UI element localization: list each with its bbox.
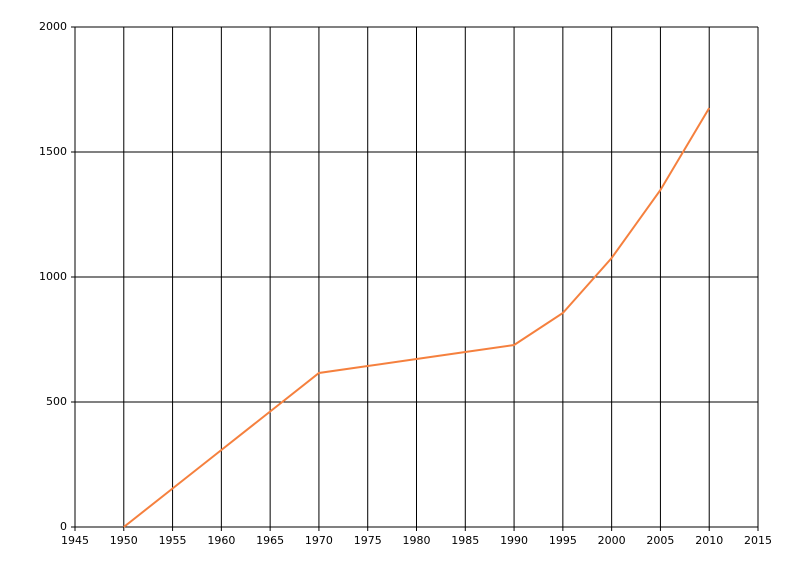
x-tick-label: 1985 [451,534,479,547]
x-tick-label: 1950 [110,534,138,547]
y-tick-label: 2000 [39,20,67,33]
x-tick-label: 1990 [500,534,528,547]
y-tick-label: 0 [60,520,67,533]
x-tick-label: 1965 [256,534,284,547]
x-tick-label: 2010 [695,534,723,547]
data-line [123,107,711,528]
y-tick-label: 1500 [39,145,67,158]
x-tick-label: 1960 [207,534,235,547]
x-tick-label: 1955 [159,534,187,547]
x-tick-label: 1995 [549,534,577,547]
x-tick-label: 2005 [646,534,674,547]
x-tick-label: 1975 [354,534,382,547]
x-tick-label: 2000 [598,534,626,547]
y-tick-label: 500 [46,395,67,408]
x-tick-label: 1945 [61,534,89,547]
x-tick-label: 2015 [744,534,772,547]
y-tick-label: 1000 [39,270,67,283]
x-tick-label: 1970 [305,534,333,547]
x-tick-label: 1980 [403,534,431,547]
